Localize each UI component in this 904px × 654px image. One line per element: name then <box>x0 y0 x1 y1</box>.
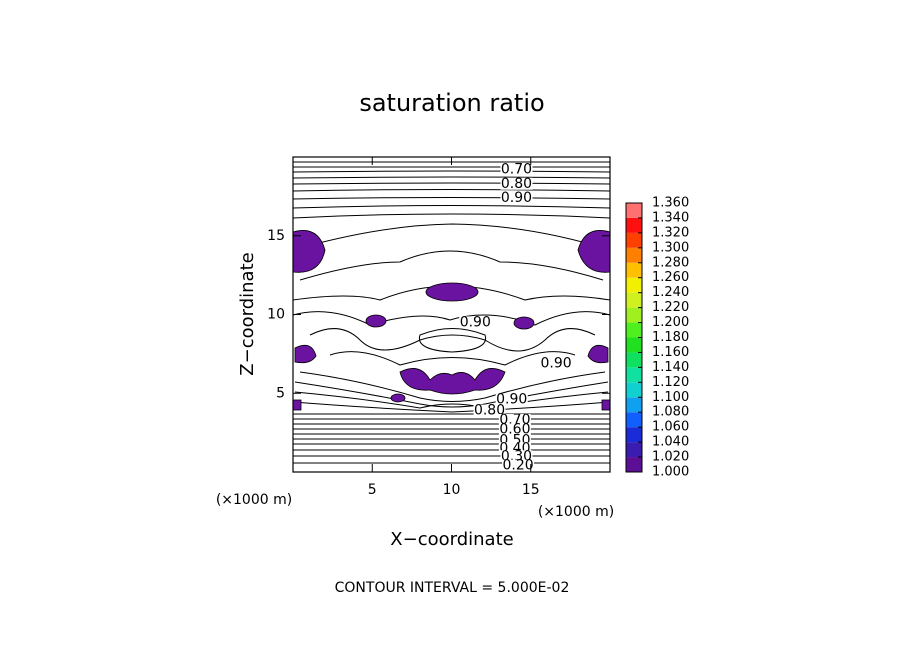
contour-label: 0.80 <box>474 403 505 419</box>
contour-label-bg <box>500 163 533 176</box>
x-unit: (×1000 m) <box>538 504 614 520</box>
colorbar-tick-label: 1.140 <box>652 360 689 375</box>
colorbar-tick-label: 1.020 <box>652 450 689 465</box>
contour-label: 0.90 <box>501 190 532 206</box>
contour-label: 0.70 <box>501 162 532 178</box>
colorbar-segment <box>626 262 642 278</box>
colorbar-segment <box>626 203 642 218</box>
y-axis-label: Z−coordinate <box>237 252 258 375</box>
colorbar-segment <box>626 277 642 293</box>
contour-lines <box>292 161 611 464</box>
supersaturated-regions <box>292 230 611 411</box>
colorbar-segment <box>626 457 642 472</box>
colorbar-tick-label: 1.200 <box>652 315 689 330</box>
colorbar-segment <box>626 217 642 233</box>
contour-label-bg <box>459 316 492 329</box>
contour-label-bg <box>540 357 573 370</box>
contour-label-bg <box>500 191 533 204</box>
colorbar-tick-label: 1.080 <box>652 405 689 420</box>
contour-labels: 0.700.800.900.900.900.900.800.700.600.50… <box>459 162 573 474</box>
colorbar-segment <box>626 412 642 428</box>
colorbar-segment <box>626 442 642 458</box>
y-tick-label: 5 <box>276 385 285 401</box>
x-tick-label: 15 <box>522 482 540 498</box>
colorbar-tick-label: 1.260 <box>652 270 689 285</box>
y-tick-label: 10 <box>267 307 285 323</box>
colorbar-tick-label: 1.220 <box>652 300 689 315</box>
contour-label-bg <box>500 450 533 463</box>
colorbar-segment <box>626 427 642 443</box>
contour-label-bg <box>498 414 531 427</box>
colorbar-tick-label: 1.040 <box>652 435 689 450</box>
x-tick-label: 5 <box>368 482 377 498</box>
colorbar-tick-label: 1.360 <box>652 196 689 211</box>
colorbar-segment <box>626 397 642 413</box>
contour-label: 0.90 <box>460 314 491 330</box>
colorbar-tick-label: 1.320 <box>652 225 689 240</box>
colorbar-segment <box>626 247 642 263</box>
contour-label: 0.90 <box>496 392 527 408</box>
x-axis-label: X−coordinate <box>390 529 513 550</box>
colorbar-segment <box>626 307 642 323</box>
contour-label-bg <box>498 423 531 436</box>
colorbar-segment <box>626 352 642 368</box>
colorbar-tick-label: 1.160 <box>652 345 689 360</box>
colorbar-tick-label: 1.280 <box>652 255 689 270</box>
contour-label-bg <box>500 177 533 190</box>
contour-label-bg <box>473 404 506 417</box>
colorbar-segment <box>626 292 642 308</box>
colorbar-tick-label: 1.100 <box>652 390 689 405</box>
y-unit: (×1000 m) <box>216 492 292 508</box>
colorbar-tick-label: 1.240 <box>652 285 689 300</box>
colorbar-segment <box>626 232 642 248</box>
contour-label: 0.90 <box>541 355 572 371</box>
contour-label: 0.60 <box>499 421 530 437</box>
x-tick-label: 10 <box>443 482 461 498</box>
colorbar-segment <box>626 367 642 383</box>
colorbar-segment <box>626 322 642 338</box>
colorbar-tick-label: 1.300 <box>652 240 689 255</box>
contour-label-bg <box>502 459 535 472</box>
colorbar-tick-label: 1.120 <box>652 375 689 390</box>
contour-label: 0.80 <box>501 176 532 192</box>
colorbar-segment <box>626 382 642 398</box>
colorbar-tick-label: 1.340 <box>652 210 689 225</box>
colorbar-tick-label: 1.180 <box>652 330 689 345</box>
chart-title: saturation ratio <box>359 89 544 117</box>
y-tick-label: 15 <box>267 228 285 244</box>
colorbar-tick-label: 1.000 <box>652 465 689 480</box>
footer: CONTOUR INTERVAL = 5.000E-02 <box>335 580 570 596</box>
contour-label-bg <box>495 393 528 406</box>
colorbar-tick-label: 1.060 <box>652 420 689 435</box>
colorbar-segment <box>626 337 642 353</box>
contour-label: 0.20 <box>502 458 533 474</box>
